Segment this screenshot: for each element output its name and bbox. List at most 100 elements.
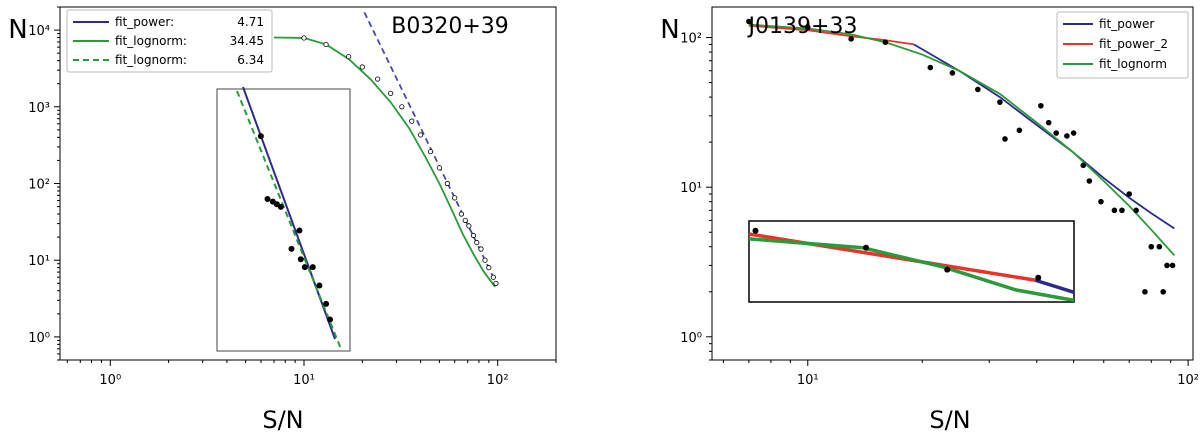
legend-value: 4.71 xyxy=(237,15,264,29)
data-point xyxy=(1045,119,1052,126)
data-point xyxy=(346,54,352,60)
panel-j0139: 10¹ 10² 10⁰ 10¹ 10² J0139+33 N S/N fit_power… xyxy=(660,6,1199,434)
y-tick-label: 10⁴ xyxy=(28,24,50,39)
x-tick-label: 10² xyxy=(1177,373,1199,388)
data-point xyxy=(927,64,934,71)
legend-frame xyxy=(1056,11,1189,79)
data-point xyxy=(848,36,854,42)
inset-fit_power-line xyxy=(1034,278,1075,294)
data-point xyxy=(486,265,492,271)
data-point xyxy=(1053,130,1060,136)
inset-data-point xyxy=(264,196,271,203)
inset-frame xyxy=(216,88,351,352)
legend-j0139: fit_power fit_power_2 fit_lognorm xyxy=(1056,11,1189,79)
data-point xyxy=(462,217,468,224)
legend-value: 34.45 xyxy=(230,34,264,48)
data-point xyxy=(1164,262,1170,269)
data-point xyxy=(418,132,424,138)
legend-b0320: fit_power: 4.71 fit_lognorm: 34.45 fit_logno… xyxy=(66,9,273,73)
data-point xyxy=(375,76,381,82)
data-point xyxy=(1148,243,1155,250)
inset-data-point xyxy=(296,227,303,234)
ticks-b0320: 10⁰ 10¹ 10² 10⁰ 10¹ 10² 10³ 10⁴ xyxy=(28,6,557,388)
inset-data-point xyxy=(1035,274,1042,281)
inset-data-point xyxy=(277,203,284,210)
data-point xyxy=(1002,136,1008,142)
data-point xyxy=(493,280,499,286)
data-point xyxy=(746,18,752,25)
x-tick-label: 10¹ xyxy=(797,373,819,388)
data-point xyxy=(388,90,394,96)
data-point xyxy=(466,223,472,229)
legend-label: fit_power xyxy=(1099,17,1154,31)
data-point xyxy=(1133,207,1139,214)
series-fit_lognorm-line xyxy=(748,23,1176,257)
legend-label: fit_power: xyxy=(115,15,174,29)
series-clip-group xyxy=(273,12,499,288)
y-tick-label: 10² xyxy=(28,178,50,193)
data-point xyxy=(997,99,1003,105)
inset-frame xyxy=(748,220,1075,303)
inset-fit_lognorm-line xyxy=(748,237,1075,303)
data-point xyxy=(478,246,484,252)
y-tick-label: 10¹ xyxy=(680,181,702,196)
data-point xyxy=(399,104,405,110)
inset-data-point xyxy=(863,244,869,251)
data-point xyxy=(482,257,488,263)
inset-data-point xyxy=(309,264,316,271)
data-point xyxy=(458,211,465,217)
inset-data-point xyxy=(288,245,295,252)
inset-data-point xyxy=(327,316,334,323)
inset-b0320 xyxy=(216,86,351,352)
series-layer-b0320 xyxy=(273,12,499,288)
legend-label: fit_power_2 xyxy=(1099,37,1168,51)
data-point xyxy=(975,86,981,93)
y-tick-label: 10² xyxy=(680,32,702,47)
legend-label: fit_lognorm: xyxy=(115,53,187,67)
data-point xyxy=(474,239,480,246)
series-fit_power-line xyxy=(363,12,495,278)
legend-label: fit_lognorm: xyxy=(115,34,187,48)
series-clip-group xyxy=(746,18,1176,295)
inset-j0139 xyxy=(748,220,1075,303)
data-point xyxy=(1038,102,1044,109)
y-axis-label-b0320: N xyxy=(8,15,27,45)
x-tick-label: 10² xyxy=(487,373,509,388)
data-point xyxy=(1111,207,1118,214)
y-tick-label: 10¹ xyxy=(28,254,50,269)
data-point xyxy=(1119,207,1125,214)
data-point xyxy=(1086,178,1093,184)
data-point xyxy=(436,165,442,171)
data-point xyxy=(1080,162,1087,169)
inset-data-point xyxy=(323,300,330,307)
legend-frame xyxy=(66,9,273,73)
y-tick-label: 10⁰ xyxy=(680,331,702,346)
data-point xyxy=(882,39,889,46)
inset-data-point xyxy=(944,266,951,273)
data-point xyxy=(1016,127,1023,134)
inset-data-point xyxy=(297,256,304,263)
data-point xyxy=(1156,243,1163,250)
ticks-j0139: 10¹ 10² 10⁰ 10¹ 10² xyxy=(680,32,1199,388)
x-tick-label: 10¹ xyxy=(293,373,315,388)
series-layer-j0139 xyxy=(746,18,1176,295)
data-point xyxy=(1160,288,1167,295)
inset-data-point xyxy=(301,264,308,271)
data-point xyxy=(490,274,496,280)
data-point xyxy=(1070,130,1077,136)
y-tick-label: 10³ xyxy=(28,101,50,116)
data-point xyxy=(452,195,458,201)
x-axis-label-b0320: S/N xyxy=(262,406,303,434)
data-point xyxy=(804,24,811,31)
data-point xyxy=(323,41,329,48)
chart-title-j0139: J0139+33 xyxy=(747,14,858,39)
chart-title-b0320: B0320+39 xyxy=(391,14,509,39)
data-point xyxy=(1126,191,1133,197)
legend-label: fit_lognorm xyxy=(1099,57,1167,71)
inset-fit-lognorm-line xyxy=(236,90,342,350)
data-point xyxy=(427,149,434,155)
inset-data-point xyxy=(316,282,323,289)
data-point xyxy=(359,64,365,70)
